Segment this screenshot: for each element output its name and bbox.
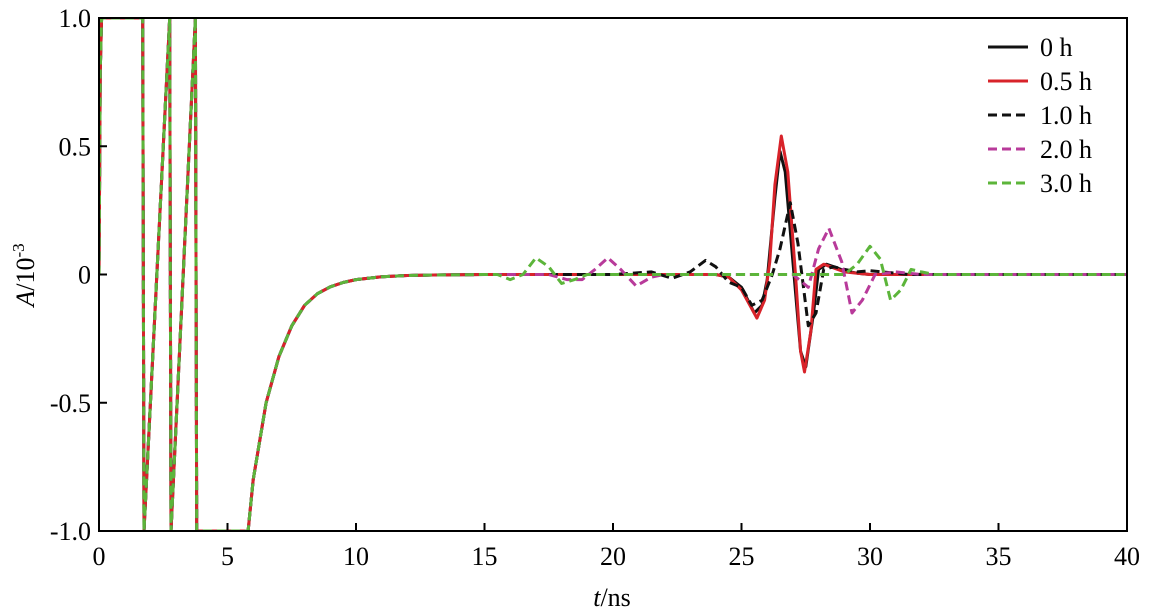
x-axis-unit: /ns bbox=[600, 583, 630, 612]
x-tick-label: 20 bbox=[600, 542, 626, 571]
x-tick-label: 30 bbox=[857, 542, 883, 571]
series-line-2 bbox=[99, 18, 1127, 531]
x-tick-label: 5 bbox=[221, 542, 234, 571]
x-axis-var: t bbox=[593, 583, 601, 612]
x-tick-label: 15 bbox=[472, 542, 498, 571]
legend-label-5: 3.0 h bbox=[1040, 169, 1092, 198]
x-tick-label: 0 bbox=[93, 542, 106, 571]
y-axis-unit: /10 bbox=[11, 258, 40, 291]
y-tick-label: 1.0 bbox=[59, 4, 92, 33]
y-axis-title: A/10-3 bbox=[9, 243, 40, 308]
x-tick-label: 35 bbox=[986, 542, 1012, 571]
y-axis-var: A bbox=[11, 291, 40, 309]
y-tick-label: 0.5 bbox=[59, 132, 92, 161]
series-line-5 bbox=[99, 18, 1127, 531]
legend-label-2: 0.5 h bbox=[1040, 67, 1092, 96]
series-layer bbox=[99, 18, 1127, 531]
legend-label-3: 1.0 h bbox=[1040, 101, 1092, 130]
y-tick-label: -0.5 bbox=[50, 389, 91, 418]
x-tick-label: 25 bbox=[729, 542, 755, 571]
y-axis-exponent: -3 bbox=[9, 243, 28, 257]
y-tick-label: -1.0 bbox=[50, 517, 91, 546]
ticks-layer: 0 5 10 15 20 25 30 35 40 1.0 0.5 0 -0.5 -1.0 bbox=[50, 4, 1140, 571]
x-tick-label: 40 bbox=[1114, 542, 1140, 571]
legend-label-4: 2.0 h bbox=[1040, 135, 1092, 164]
x-axis-title: t/ns bbox=[593, 583, 631, 612]
y-tick-label: 0 bbox=[78, 261, 91, 290]
legend-label-1: 0 h bbox=[1040, 33, 1073, 62]
x-tick-label: 10 bbox=[343, 542, 369, 571]
legend: 0 h 0.5 h 1.0 h 2.0 h 3.0 h bbox=[988, 33, 1092, 198]
